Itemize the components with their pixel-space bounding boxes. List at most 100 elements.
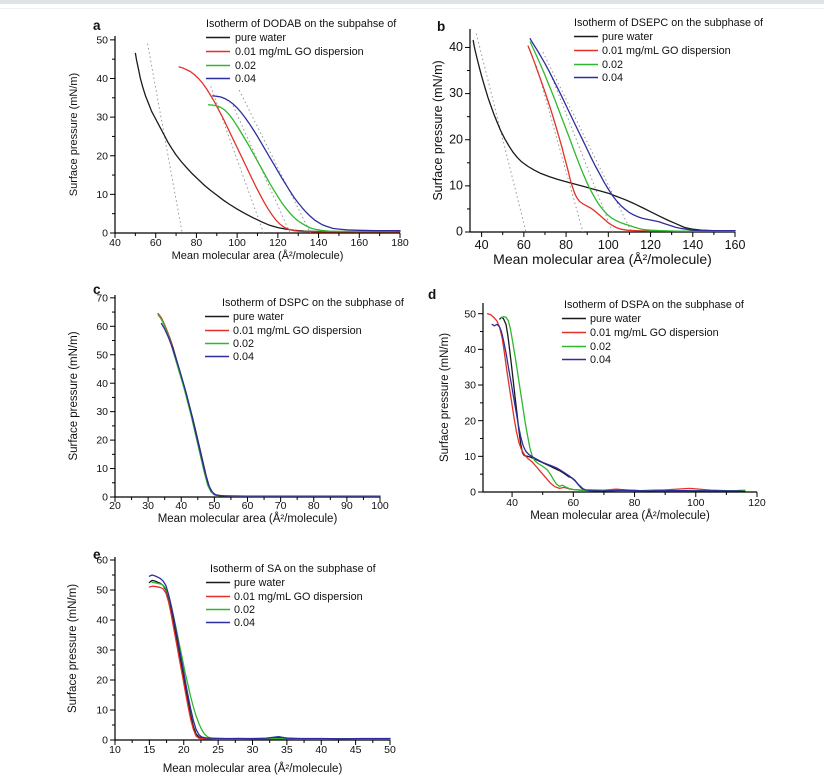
legend-entry-label: 0.04 bbox=[602, 72, 623, 84]
panel-a: 40 60 80 100 120 140 160 180 0 10 20 30 40 50 Mean mol… bbox=[68, 18, 409, 262]
dashed-extrapolation-line bbox=[238, 89, 311, 234]
x-tick-label: 60 bbox=[242, 500, 254, 512]
series-curve-go_004 bbox=[491, 323, 743, 492]
series-curve-pure_water bbox=[499, 316, 746, 492]
top-border-bar bbox=[0, 0, 824, 4]
y-tick-label: 50 bbox=[96, 34, 108, 46]
x-tick-label: 140 bbox=[682, 238, 703, 252]
x-tick-label: 20 bbox=[109, 500, 121, 512]
y-tick-label: 30 bbox=[96, 406, 108, 418]
y-axis: 0 10 20 30 40 50 60 70 bbox=[96, 292, 115, 504]
legend-entry-label: pure water bbox=[590, 313, 641, 325]
x-axis: 40 60 80 100 120 bbox=[506, 492, 766, 509]
y-tick-label: 20 bbox=[96, 435, 108, 447]
y-tick-label: 60 bbox=[96, 555, 108, 567]
legend-entry-label: pure water bbox=[602, 31, 653, 43]
x-tick-label: 15 bbox=[144, 744, 156, 756]
x-tick-label: 80 bbox=[308, 500, 320, 512]
y-tick-label: 0 bbox=[102, 492, 108, 504]
dashed-extrapolation-line bbox=[548, 70, 613, 233]
series-curve-go_001 bbox=[148, 585, 391, 740]
legend-entry-label: 0.04 bbox=[234, 617, 255, 629]
top-hairline bbox=[0, 8, 824, 9]
x-tick-label: 45 bbox=[350, 744, 362, 756]
series-curve-pure_water bbox=[134, 52, 399, 233]
panel-title: Isotherm of DSPC on the subphase of bbox=[222, 297, 405, 309]
dashed-extrapolation-line bbox=[147, 43, 183, 234]
y-tick-label: 40 bbox=[96, 73, 108, 85]
legend-entry-label: pure water bbox=[233, 311, 284, 323]
dashed-extrapolation-line bbox=[536, 65, 584, 233]
y-tick-label: 20 bbox=[96, 150, 108, 162]
x-tick-label: 60 bbox=[517, 238, 531, 252]
x-tick-label: 160 bbox=[351, 237, 369, 249]
panel-letter: d bbox=[428, 287, 436, 302]
axes-spines bbox=[114, 36, 400, 234]
legend-entry-label: pure water bbox=[235, 32, 286, 44]
y-tick-label: 50 bbox=[96, 585, 108, 597]
legend: pure water 0.01 mg/mL GO dispersion0.020.… bbox=[206, 577, 363, 629]
legend-entry-label: 0.04 bbox=[233, 351, 254, 363]
x-axis-label: Mean molecular area (Å²/molecule) bbox=[530, 509, 710, 522]
x-tick-label: 60 bbox=[150, 237, 162, 249]
legend-entry-label: 0.01 mg/mL GO dispersion bbox=[234, 591, 363, 603]
y-tick-label: 30 bbox=[464, 380, 476, 392]
series-curve-go_001 bbox=[527, 45, 736, 232]
x-tick-label: 100 bbox=[687, 497, 705, 509]
y-tick-label: 20 bbox=[96, 675, 108, 687]
legend-entry-label: 0.04 bbox=[235, 73, 256, 85]
x-tick-label: 30 bbox=[247, 744, 259, 756]
y-axis: 0 10 20 30 40 50 60 bbox=[96, 555, 115, 747]
x-axis: 10 15 20 25 30 35 40 45 50 bbox=[109, 740, 396, 756]
legend-entry-label: 0.02 bbox=[234, 604, 255, 616]
y-axis: 0 10 20 30 40 bbox=[449, 40, 470, 239]
series-curve-go_004 bbox=[148, 574, 391, 740]
x-tick-label: 50 bbox=[384, 744, 396, 756]
series-curve-pure_water bbox=[472, 39, 736, 232]
x-tick-label: 50 bbox=[209, 500, 221, 512]
y-tick-label: 30 bbox=[449, 86, 463, 100]
x-tick-label: 90 bbox=[341, 500, 353, 512]
x-tick-label: 120 bbox=[748, 497, 766, 509]
y-axis: 0 10 20 30 40 50 bbox=[464, 308, 483, 499]
panel-d: 40 60 80 100 120 0 10 20 30 40 50 Mean molecular ar… bbox=[428, 287, 766, 522]
x-tick-label: 120 bbox=[640, 238, 661, 252]
x-axis-label: Mean molecular area (Å²/molecule) bbox=[493, 251, 712, 267]
legend-entry-label: 0.01 mg/mL GO dispersion bbox=[233, 325, 362, 337]
y-tick-label: 50 bbox=[464, 308, 476, 320]
y-tick-label: 0 bbox=[456, 225, 463, 239]
x-axis: 40 60 80 100 120 140 160 bbox=[475, 232, 746, 252]
y-tick-label: 10 bbox=[464, 451, 476, 463]
series-curve-go_001 bbox=[178, 66, 401, 233]
y-tick-label: 60 bbox=[96, 321, 108, 333]
x-axis-label: Mean molecular area (Å²/molecule) bbox=[163, 762, 343, 775]
series-curve-go_002 bbox=[151, 581, 391, 740]
x-tick-label: 40 bbox=[315, 744, 327, 756]
x-tick-label: 100 bbox=[228, 237, 246, 249]
y-tick-label: 10 bbox=[449, 178, 463, 192]
x-tick-label: 160 bbox=[725, 238, 746, 252]
y-tick-label: 0 bbox=[102, 228, 108, 240]
y-tick-label: 0 bbox=[470, 487, 476, 499]
y-tick-label: 30 bbox=[96, 645, 108, 657]
y-tick-label: 40 bbox=[449, 40, 463, 54]
panel-letter: c bbox=[93, 282, 101, 297]
panel-letter: a bbox=[93, 18, 101, 33]
y-tick-label: 50 bbox=[96, 349, 108, 361]
x-tick-label: 20 bbox=[178, 744, 190, 756]
legend-entry-label: pure water bbox=[234, 577, 285, 589]
x-tick-label: 30 bbox=[142, 500, 154, 512]
y-tick-label: 0 bbox=[102, 735, 108, 747]
y-axis-label: Surface pressure (mN/m) bbox=[67, 584, 79, 713]
y-axis-label: Surface pressure (mN/m) bbox=[431, 60, 445, 200]
series-curve-go_002 bbox=[529, 41, 736, 232]
legend-entry-label: 0.02 bbox=[590, 341, 611, 353]
y-tick-label: 30 bbox=[96, 112, 108, 124]
x-tick-label: 180 bbox=[391, 237, 409, 249]
